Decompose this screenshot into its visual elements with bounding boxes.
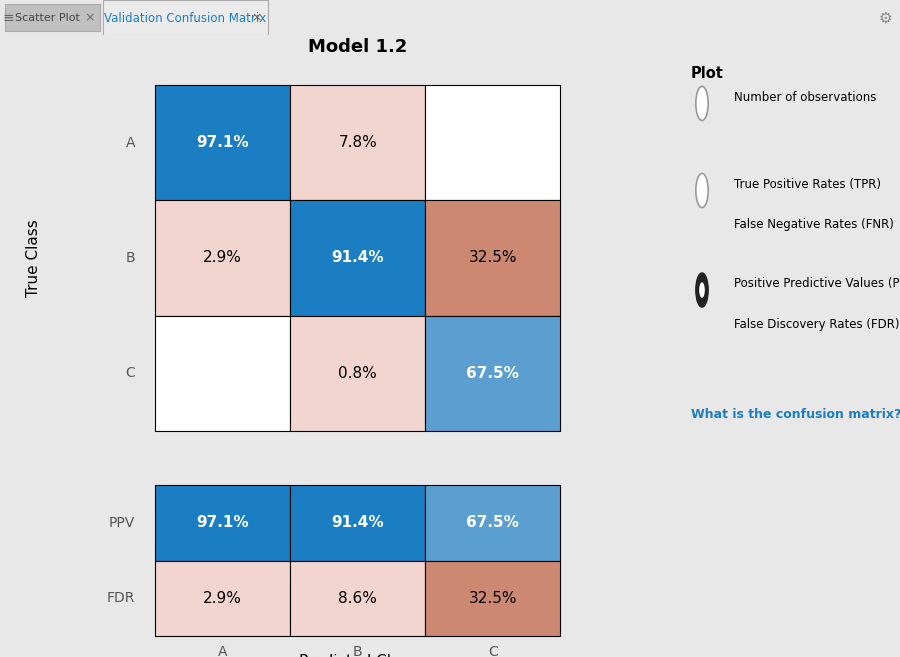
- Bar: [155, 560, 290, 637]
- Text: ≡: ≡: [2, 11, 14, 25]
- Text: B: B: [125, 251, 135, 265]
- Text: Plot: Plot: [691, 66, 724, 81]
- Text: A: A: [218, 645, 228, 657]
- Text: FDR: FDR: [106, 591, 135, 606]
- Text: False Negative Rates (FNR): False Negative Rates (FNR): [734, 218, 894, 231]
- Text: 8.6%: 8.6%: [338, 591, 377, 606]
- Bar: [290, 560, 425, 637]
- Text: B: B: [353, 645, 363, 657]
- Text: 7.8%: 7.8%: [338, 135, 377, 150]
- Text: ×: ×: [85, 12, 95, 24]
- Text: True Positive Rates (TPR): True Positive Rates (TPR): [734, 178, 880, 191]
- Text: False Discovery Rates (FDR): False Discovery Rates (FDR): [734, 318, 899, 330]
- Text: 97.1%: 97.1%: [196, 135, 249, 150]
- Text: True Class: True Class: [26, 219, 41, 297]
- Text: Number of observations: Number of observations: [734, 91, 876, 104]
- Text: 32.5%: 32.5%: [469, 591, 517, 606]
- Circle shape: [696, 86, 708, 120]
- Text: 67.5%: 67.5%: [466, 366, 519, 381]
- Text: PPV: PPV: [109, 516, 135, 530]
- Text: 0.8%: 0.8%: [338, 366, 377, 381]
- Circle shape: [696, 273, 708, 307]
- Text: 2.9%: 2.9%: [203, 591, 242, 606]
- Bar: [290, 200, 425, 315]
- Bar: [155, 85, 290, 200]
- Bar: [290, 315, 425, 431]
- Bar: [425, 485, 560, 560]
- Text: 67.5%: 67.5%: [466, 515, 519, 530]
- FancyBboxPatch shape: [103, 0, 268, 35]
- Text: C: C: [488, 645, 498, 657]
- Text: Positive Predictive Values (PPV): Positive Predictive Values (PPV): [734, 277, 900, 290]
- Text: Predicted Class: Predicted Class: [299, 654, 417, 657]
- Bar: [290, 85, 425, 200]
- Bar: [425, 200, 560, 315]
- Text: 97.1%: 97.1%: [196, 515, 249, 530]
- Circle shape: [699, 283, 705, 298]
- Text: Scatter Plot: Scatter Plot: [14, 13, 79, 23]
- Bar: [425, 315, 560, 431]
- Bar: [425, 85, 560, 200]
- Text: 91.4%: 91.4%: [331, 515, 384, 530]
- Bar: [155, 200, 290, 315]
- Bar: [155, 315, 290, 431]
- Circle shape: [696, 173, 708, 208]
- Text: 91.4%: 91.4%: [331, 250, 384, 265]
- Text: 32.5%: 32.5%: [469, 250, 517, 265]
- Text: Model 1.2: Model 1.2: [308, 38, 408, 56]
- Bar: [425, 560, 560, 637]
- Text: A: A: [125, 135, 135, 150]
- Text: What is the confusion matrix?: What is the confusion matrix?: [691, 408, 900, 421]
- Text: C: C: [125, 366, 135, 380]
- Text: 2.9%: 2.9%: [203, 250, 242, 265]
- Text: ×: ×: [252, 12, 262, 24]
- FancyBboxPatch shape: [5, 4, 100, 31]
- Text: ⚙: ⚙: [878, 11, 892, 26]
- Bar: [155, 485, 290, 560]
- Text: Validation Confusion Matrix: Validation Confusion Matrix: [104, 12, 266, 24]
- Bar: [290, 485, 425, 560]
